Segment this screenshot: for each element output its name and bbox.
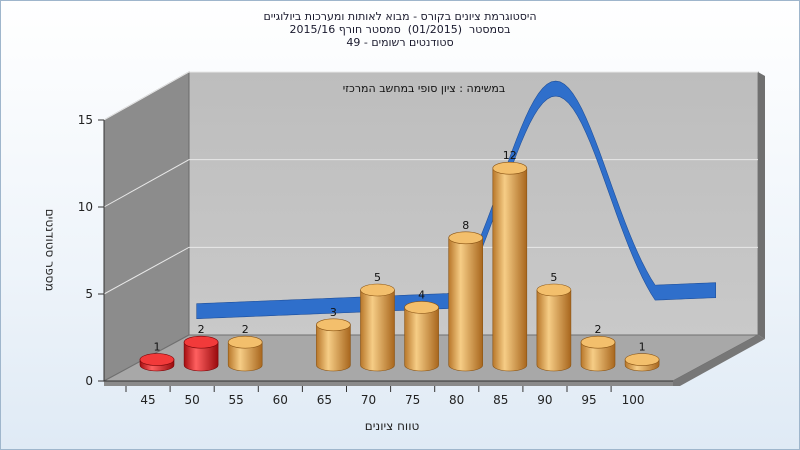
- bar-top: [316, 318, 351, 332]
- bar-value-label: 2: [198, 323, 205, 336]
- bar-value-label: 12: [503, 149, 517, 162]
- bar-body: [404, 307, 439, 372]
- gridline: [103, 159, 758, 208]
- y-tick-label: 5: [85, 287, 93, 301]
- chart-title-line-1: היסטוגרמת ציונים בקורס - מבוא לאותות ומע…: [263, 10, 537, 23]
- bar: 4: [404, 288, 439, 372]
- bar-body: [492, 167, 528, 372]
- bar: 8: [448, 219, 484, 372]
- bar-value-label: 1: [639, 341, 646, 354]
- bar: 3: [316, 306, 351, 372]
- chart-subtitle: במשימה : ציון סופי במחשב המרכזי: [343, 82, 506, 95]
- floor-front-edge: [104, 381, 673, 386]
- bar: 2: [227, 323, 263, 372]
- bar: 2: [183, 323, 219, 372]
- bar: 1: [624, 341, 660, 372]
- x-tick-label: 70: [361, 393, 376, 407]
- x-tick-label: 90: [537, 393, 552, 407]
- x-tick-label: 85: [493, 393, 508, 407]
- bar-value-label: 4: [418, 288, 425, 301]
- bar-top: [404, 301, 439, 314]
- x-tick-label: 45: [140, 393, 155, 407]
- bar: 2: [580, 323, 616, 372]
- bar-value-label: 5: [374, 271, 381, 284]
- x-tick-label: 60: [273, 393, 288, 407]
- bar-value-label: 1: [154, 341, 161, 354]
- bar-body: [536, 289, 572, 372]
- bar: 12: [492, 149, 528, 372]
- y-tick-label: 0: [85, 374, 93, 388]
- bar-top: [183, 335, 219, 349]
- chart-title-line-3: סטודנטים רשומים - 49: [346, 36, 454, 49]
- bar-top: [448, 231, 484, 245]
- bar-value-label: 3: [330, 306, 337, 319]
- bar: 1: [139, 341, 175, 372]
- bar-value-label: 8: [462, 219, 469, 232]
- x-tick-label: 80: [449, 393, 464, 407]
- bar-body: [227, 341, 263, 372]
- chart-title: היסטוגרמת ציונים בקורס - מבוא לאותות ומע…: [0, 10, 800, 49]
- bar-top: [624, 353, 660, 366]
- bar-top: [580, 335, 616, 349]
- bar-body: [316, 324, 351, 372]
- y-tick-label: 15: [78, 113, 93, 127]
- bar-value-label: 2: [242, 323, 249, 336]
- bar: 5: [360, 271, 395, 372]
- bar-top: [536, 283, 572, 297]
- gridlines: [103, 71, 758, 295]
- bar-top: [360, 283, 395, 297]
- gridline: [103, 246, 758, 295]
- bar-top: [227, 335, 263, 349]
- x-axis-title: טווח ציונים: [365, 419, 420, 433]
- right-depth-face: [758, 72, 765, 339]
- bar-body: [360, 289, 395, 372]
- x-tick-label: 65: [317, 393, 332, 407]
- y-tick-label: 10: [78, 200, 93, 214]
- bar-body: [580, 341, 616, 372]
- x-tick-label: 95: [581, 393, 596, 407]
- x-tick-label: 100: [622, 393, 645, 407]
- bar-top: [492, 161, 528, 175]
- x-tick-label: 75: [405, 393, 420, 407]
- x-tick-label: 55: [229, 393, 244, 407]
- axes: [98, 119, 673, 392]
- gridline: [103, 71, 758, 121]
- side-wall: [103, 71, 190, 382]
- bar: 5: [536, 271, 572, 372]
- x-tick-label: 50: [184, 393, 199, 407]
- bar-value-label: 2: [595, 323, 602, 336]
- chart-title-line-2: בסמסטר (01/2015) סמסטר חורף 2015/16: [289, 23, 511, 36]
- y-axis-title: מספר סטודנטים: [43, 209, 57, 292]
- bar-body: [448, 237, 483, 372]
- bar-value-label: 5: [550, 271, 557, 284]
- bar-top: [139, 353, 175, 366]
- bar-body: [183, 341, 219, 372]
- floor-right-edge: [673, 335, 765, 386]
